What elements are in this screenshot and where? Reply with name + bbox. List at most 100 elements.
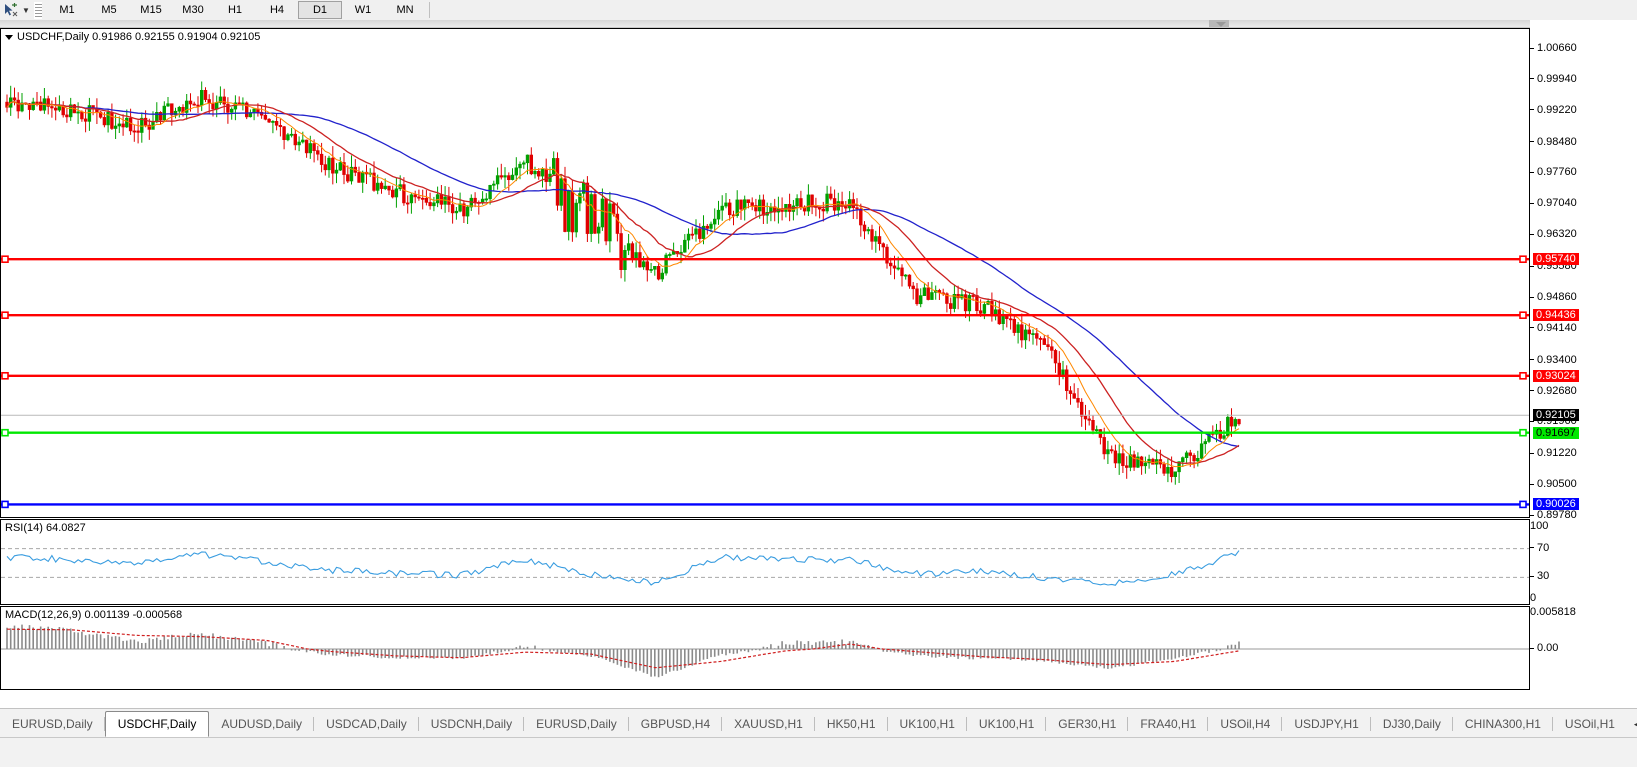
price-chart-panel[interactable]: USDCHF,Daily 0.91986 0.92155 0.91904 0.9… [0,28,1530,518]
chart-tab-hk50-h1[interactable]: HK50,H1 [815,713,888,735]
timeframe-m15[interactable]: M15 [140,4,162,16]
chart-tab-usoil-h4[interactable]: USOil,H4 [1208,713,1283,735]
chart-area: USDCHF,Daily 0.91986 0.92155 0.91904 0.9… [0,20,1637,726]
tab-divider [886,717,888,731]
horizontal-scrollbar[interactable] [0,20,1530,28]
tab-divider [965,717,967,731]
price-level-label[interactable]: 0.90026 [1533,498,1579,511]
timeframe-d1[interactable]: D1 [298,1,342,19]
collapse-arrow-icon[interactable] [5,34,13,40]
symbol-header-text: USDCHF,Daily 0.91986 0.92155 0.91904 0.9… [17,31,261,43]
tab-divider [313,717,315,731]
price-level-label[interactable]: 0.95740 [1533,253,1579,266]
chart-tab-uk100-h1[interactable]: UK100,H1 [967,713,1047,735]
chart-tab-label: CHINA300,H1 [1464,717,1541,731]
chart-tab-usdcnh-daily[interactable]: USDCNH,Daily [419,713,525,735]
chart-tab-dj30-daily[interactable]: DJ30,Daily [1371,713,1453,735]
rsi-tick: 70 [1530,542,1549,553]
tab-divider [627,717,629,731]
price-scale[interactable]: 1.00660 0.99940 0.99220 0.98480 0.97760 0.970… [1530,28,1637,726]
tab-divider [1045,717,1047,731]
price-tick: 0.98480 [1530,136,1577,147]
chart-tab-label: GER30,H1 [1058,717,1117,731]
chart-tab-label: USDCAD,Daily [326,717,407,731]
cursor-dropdown-icon[interactable]: ▼ [22,5,30,15]
price-level-label[interactable]: 0.92105 [1533,409,1579,422]
price-tick: 1.00660 [1530,43,1577,54]
symbol-header: USDCHF,Daily 0.91986 0.92155 0.91904 0.9… [5,31,260,43]
tab-divider [1369,717,1371,731]
chart-tab-eurusd-daily[interactable]: EURUSD,Daily [0,713,105,735]
timeframe-m30[interactable]: M30 [182,4,204,16]
tab-divider [1451,717,1453,731]
price-tick: 0.90500 [1530,479,1577,490]
chart-tab-label: UK100,H1 [899,717,955,731]
rsi-tick: 30 [1530,571,1549,582]
timeframe-m1[interactable]: M1 [59,4,75,16]
rsi-label: RSI(14) 64.0827 [5,522,86,534]
price-tick: 0.97040 [1530,198,1577,209]
scrollbar-position-marker [1216,22,1226,27]
chart-tab-label: XAUUSD,H1 [734,717,803,731]
chart-tab-xauusd-h1[interactable]: XAUUSD,H1 [722,713,815,735]
price-candles [1,81,1529,509]
toolbar-grip[interactable] [34,1,42,19]
price-tick: 0.99940 [1530,73,1577,84]
chart-tab-usdjpy-h1[interactable]: USDJPY,H1 [1282,713,1371,735]
chart-tab-label: AUDUSD,Daily [221,717,303,731]
timeframe-mn[interactable]: MN [396,4,414,16]
chart-tab-ger30-h1[interactable]: GER30,H1 [1046,713,1129,735]
tab-divider [523,717,525,731]
price-level-label[interactable]: 0.93024 [1533,369,1579,382]
crosshair-cursor-icon[interactable] [2,1,20,19]
price-tick: 0.94140 [1530,322,1577,333]
toolbar-separator [429,2,430,18]
chart-tab-usdcad-daily[interactable]: USDCAD,Daily [314,713,419,735]
price-tick: 0.94860 [1530,291,1577,302]
chart-tab-gbpusd-h4[interactable]: GBPUSD,H4 [629,713,723,735]
rsi-tick: 0 [1530,592,1537,604]
toolbar: ▼ M1 M5 M15 M30 H1 H4 D1 W1 MN [0,0,1637,21]
chart-tab-label: FRA40,H1 [1140,717,1197,731]
macd-label: MACD(12,26,9) 0.001139 -0.000568 [5,609,183,621]
timeframe-h4[interactable]: H4 [269,4,285,16]
chart-tab-label: USOil,H1 [1564,717,1615,731]
price-tick: 0.97760 [1530,167,1577,178]
timeframe-m5[interactable]: M5 [101,4,117,16]
price-tick: 0.95580 [1530,261,1577,272]
price-tick: 0.93400 [1530,354,1577,365]
macd-panel[interactable]: MACD(12,26,9) 0.001139 -0.000568 [0,606,1530,690]
chart-tab-label: DJ30,Daily [1382,717,1441,731]
price-level-label[interactable]: 0.91697 [1533,426,1579,439]
chart-tab-label: HK50,H1 [826,717,876,731]
tab-divider [1127,717,1129,731]
chart-tab-label: USDCNH,Daily [430,717,513,731]
tab-scroll-buttons[interactable]: ◀▶ [1631,715,1637,733]
tab-divider [1551,717,1553,731]
timeframe-h1[interactable]: H1 [227,4,243,16]
chart-tab-china300-h1[interactable]: CHINA300,H1 [1453,713,1553,735]
chart-tab-label: USDJPY,H1 [1294,717,1359,731]
chart-tab-label: USOil,H4 [1220,717,1271,731]
price-tick: 0.91220 [1530,448,1577,459]
price-level-label[interactable]: 0.94436 [1533,309,1579,322]
tab-divider [721,717,723,731]
chart-tab-eurusd-daily[interactable]: EURUSD,Daily [524,713,629,735]
chart-tab-audusd-daily[interactable]: AUDUSD,Daily [209,713,315,735]
tab-scroll-left-icon[interactable]: ◀ [1631,719,1637,730]
chart-tab-uk100-h1[interactable]: UK100,H1 [888,713,967,735]
chart-tab-fra40-h1[interactable]: FRA40,H1 [1128,713,1209,735]
chart-tab-usoil-h1[interactable]: USOil,H1 [1553,713,1627,735]
chart-tab-usdchf-daily[interactable]: USDCHF,Daily [104,711,210,737]
price-tick: 0.89780 [1530,510,1577,521]
timeframe-w1[interactable]: W1 [354,4,372,16]
macd-plot [1,624,1529,678]
chart-tab-label: UK100,H1 [978,717,1035,731]
chart-tabs-bar: EURUSD,Daily USDCHF,Daily AUDUSD,Daily USDC… [0,708,1637,767]
tab-divider [813,717,815,731]
price-tick: 0.96320 [1530,229,1577,240]
tab-divider [417,717,419,731]
rsi-panel[interactable]: RSI(14) 64.0827 [0,519,1530,605]
macd-tick: 0.005818 [1530,606,1576,618]
